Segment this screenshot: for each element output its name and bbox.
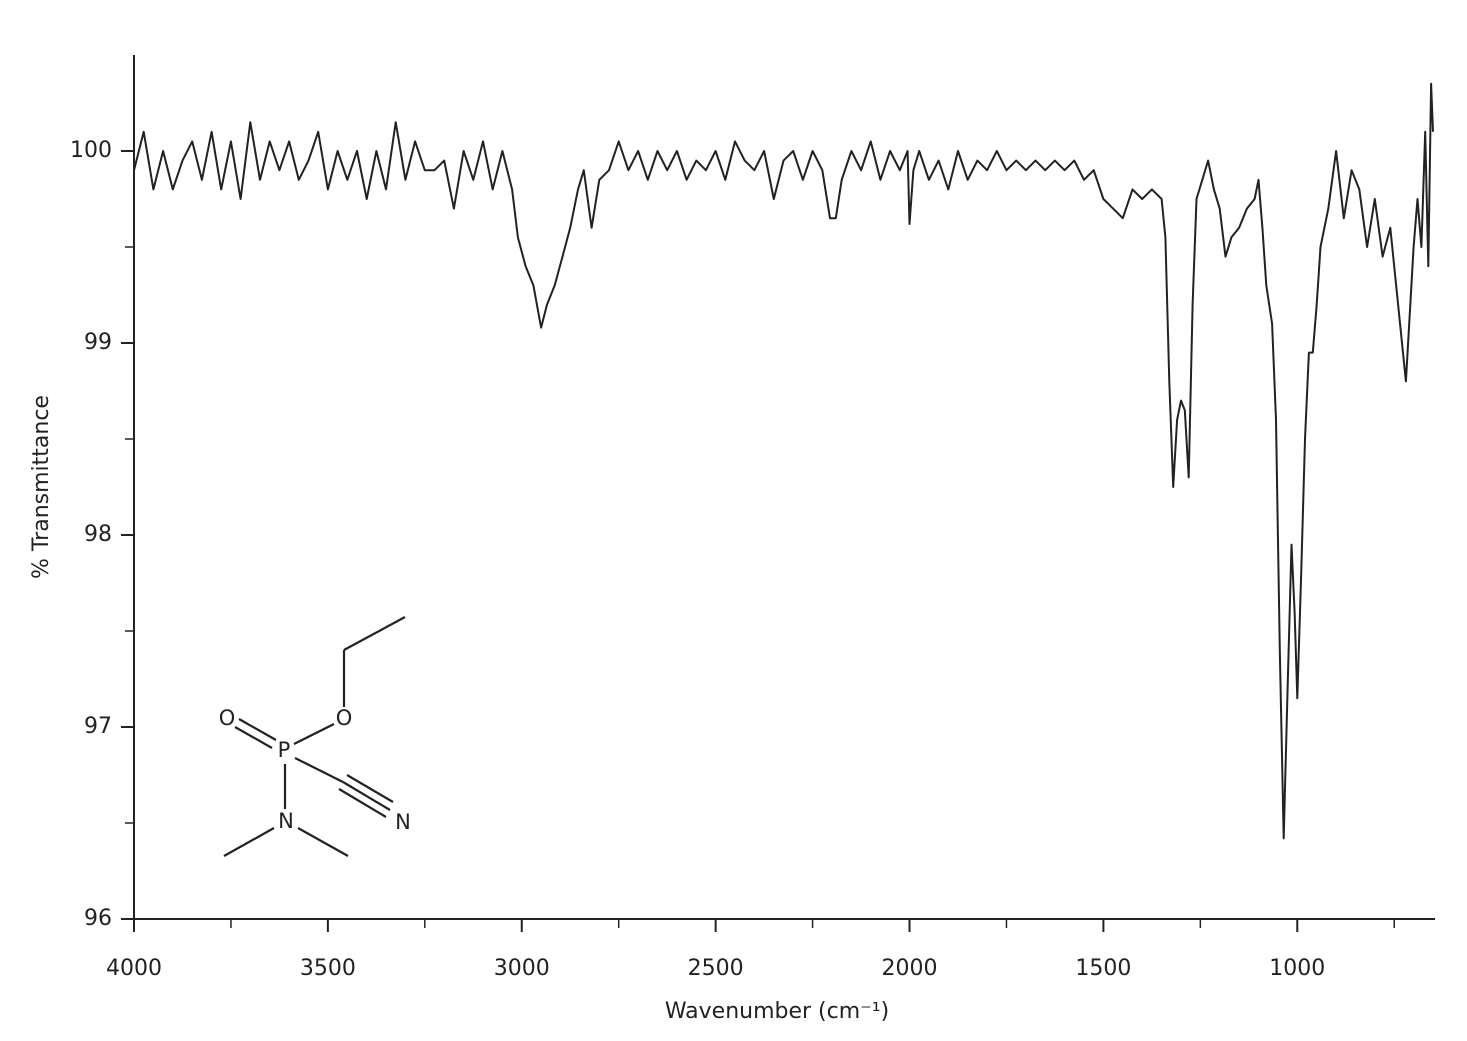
- bond: [343, 616, 406, 651]
- bond: [346, 774, 394, 803]
- x-tick-label: 2000: [882, 956, 938, 981]
- bond: [234, 726, 273, 749]
- x-tick-label: 4000: [106, 956, 162, 981]
- y-tick-label: 99: [84, 330, 112, 355]
- bond: [238, 718, 277, 741]
- atom-label: N: [395, 810, 411, 834]
- atom-label: N: [278, 809, 294, 833]
- y-tick-label: 100: [70, 138, 112, 163]
- x-tick-label: 1000: [1269, 956, 1325, 981]
- y-tick-label: 98: [84, 522, 112, 547]
- bond: [294, 757, 344, 783]
- x-tick-label: 3000: [494, 956, 550, 981]
- y-axis-label: % Transmittance: [29, 395, 54, 579]
- bond: [342, 781, 391, 811]
- bond: [338, 788, 387, 818]
- x-axis-label: Wavenumber (cm⁻¹): [665, 999, 889, 1024]
- molecule-structure: O P O N N: [219, 616, 411, 857]
- bond: [293, 723, 335, 745]
- x-tick-label: 2500: [688, 956, 744, 981]
- bond: [223, 827, 275, 857]
- bond: [297, 827, 349, 857]
- y-tick-label: 96: [84, 906, 112, 931]
- spectrum-line: [133, 82, 1434, 840]
- y-tick-label: 97: [84, 714, 112, 739]
- atom-label: O: [336, 706, 353, 730]
- x-tick-label: 1500: [1075, 956, 1131, 981]
- x-tick-label: 3500: [300, 956, 356, 981]
- atom-label: O: [219, 706, 236, 730]
- atom-label: P: [278, 738, 291, 762]
